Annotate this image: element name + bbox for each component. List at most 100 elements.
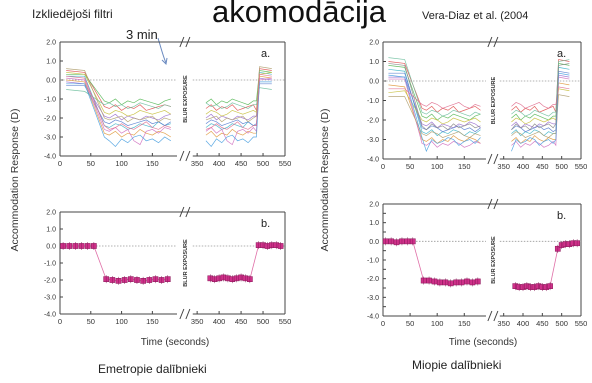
axis-break-top	[179, 36, 191, 48]
axis-break-top	[179, 206, 191, 218]
axis-break-bottom	[179, 308, 191, 320]
series-line-left	[388, 78, 481, 148]
x-tick-label: 150	[146, 159, 159, 168]
y-tick-label: -2.0	[367, 118, 379, 125]
x-tick-label: 350	[497, 319, 510, 328]
x-tick-label: 550	[279, 159, 292, 168]
blur-exposure-label: BLUR EXPOSURE	[491, 236, 497, 284]
x-tick-label: 50	[406, 162, 414, 171]
y-tick-label: -4.0	[367, 157, 379, 164]
y-tick-label: -1.0	[367, 98, 379, 105]
y-tick-label: -4.0	[44, 154, 56, 161]
x-tick-label: 400	[213, 159, 226, 168]
x-tick-label: 350	[497, 162, 510, 171]
blur-exposure-label: BLUR EXPOSURE	[183, 239, 189, 287]
y-tick-label: -1.0	[367, 258, 379, 265]
series-line-left	[66, 72, 172, 117]
y-tick-label: 0.0	[369, 239, 379, 246]
x-tick-label: 50	[406, 319, 414, 328]
y-tick-label: 1.0	[369, 220, 379, 227]
x-tick-label: 400	[213, 317, 226, 326]
series-line-right	[511, 86, 570, 109]
x-tick-label: 350	[191, 317, 204, 326]
mean-line-right	[515, 242, 578, 288]
x-tick-label: 100	[431, 319, 444, 328]
series-line-left	[388, 96, 481, 138]
series-line-right	[205, 73, 272, 130]
ylabel-right: Accommodation Response (D)	[319, 109, 331, 252]
x-tick-label: 500	[257, 159, 270, 168]
y-tick-label: -2.0	[44, 116, 56, 123]
series-line-left	[388, 57, 481, 117]
series-line-left	[66, 81, 171, 121]
series-line-right	[511, 88, 570, 125]
y-tick-label: 2.0	[369, 40, 379, 47]
x-tick-label: 450	[235, 317, 248, 326]
series-line-right	[205, 66, 272, 123]
x-tick-label: 50	[87, 317, 95, 326]
series-line-right	[205, 77, 272, 121]
x-tick-label: 500	[555, 162, 568, 171]
x-tick-label: 0	[58, 317, 62, 326]
y-tick-label: 1.0	[369, 59, 379, 66]
series-line-left	[388, 90, 481, 125]
y-tick-label: -2.0	[44, 278, 56, 285]
series-line-right	[511, 94, 570, 138]
y-tick-label: 0.0	[369, 79, 379, 86]
series-line-left	[388, 68, 481, 137]
x-tick-label: 100	[115, 317, 128, 326]
series-line-left	[388, 74, 481, 153]
x-tick-label: 150	[458, 162, 471, 171]
x-tick-label: 400	[517, 162, 530, 171]
ylabel-left: Accommodation Response (D)	[9, 109, 21, 252]
group-label-myopes: Miopie dalībnieki	[412, 358, 502, 372]
y-tick-label: -3.0	[367, 295, 379, 302]
series-line-right	[511, 63, 570, 131]
panel-label: a.	[261, 48, 270, 60]
series-line-left	[66, 89, 171, 109]
series-line-left	[66, 75, 171, 130]
series-line-left	[388, 65, 481, 121]
group-label-emmetropes: Emetropie dalībnieki	[98, 362, 207, 376]
xlabel-left: Time (seconds)	[141, 337, 210, 348]
x-tick-label: 450	[235, 159, 248, 168]
panel-emmetropes-individual: BLUR EXPOSURE 2.0 1.0 0.0 -1.0 -2.0 -3.0 -4.00 5…	[44, 36, 292, 168]
y-tick-label: -2.0	[367, 276, 379, 283]
x-tick-label: 100	[115, 159, 128, 168]
axis-break-bottom	[487, 310, 499, 322]
y-tick-label: 2.0	[369, 202, 379, 209]
y-tick-label: 0.0	[46, 244, 56, 251]
panel-myopes-individual: BLUR EXPOSURE 2.0 1.0 0.0 -1.0 -2.0 -3.0 -4.00 5…	[367, 36, 587, 171]
y-tick-label: 1.0	[46, 59, 56, 66]
series-line-left	[66, 85, 172, 127]
series-line-right	[511, 76, 570, 148]
x-tick-label: 550	[279, 317, 292, 326]
series-line-right	[511, 59, 570, 117]
x-tick-label: 400	[517, 319, 530, 328]
chart-panels: BLUR EXPOSURE 2.0 1.0 0.0 -1.0 -2.0 -3.0 -4.0 0 5…	[9, 36, 587, 348]
series-line-right	[205, 75, 272, 138]
series-line-left	[388, 88, 481, 109]
series-line-left	[388, 84, 481, 144]
y-tick-label: -1.0	[44, 261, 56, 268]
slide-subtitle: Izkliedējoši filtri	[32, 7, 113, 21]
note-arrow-line	[157, 37, 167, 64]
mean-line-right	[210, 244, 281, 280]
panel-label: b.	[261, 218, 270, 230]
blur-exposure-label: BLUR EXPOSURE	[183, 75, 189, 123]
citation: Vera-Diaz et al. (2004	[422, 10, 529, 22]
series-line-left	[66, 68, 171, 123]
series-line-right	[205, 70, 272, 106]
x-tick-label: 500	[257, 317, 270, 326]
panel-label: b.	[557, 210, 566, 222]
duration-note: 3 min	[126, 27, 158, 42]
series-line-left	[66, 77, 171, 146]
series-line-right	[511, 70, 570, 133]
y-tick-label: 2.0	[46, 40, 56, 47]
panel-emmetropes-mean: BLUR EXPOSURE 2.0 1.0 0.0 -1.0 -2.0 -3.0 -4.00 5…	[44, 206, 292, 326]
y-tick-label: -1.0	[44, 97, 56, 104]
note-arrow-head	[161, 57, 168, 66]
axis-break-bottom	[487, 153, 499, 165]
series-line-right	[511, 72, 570, 152]
